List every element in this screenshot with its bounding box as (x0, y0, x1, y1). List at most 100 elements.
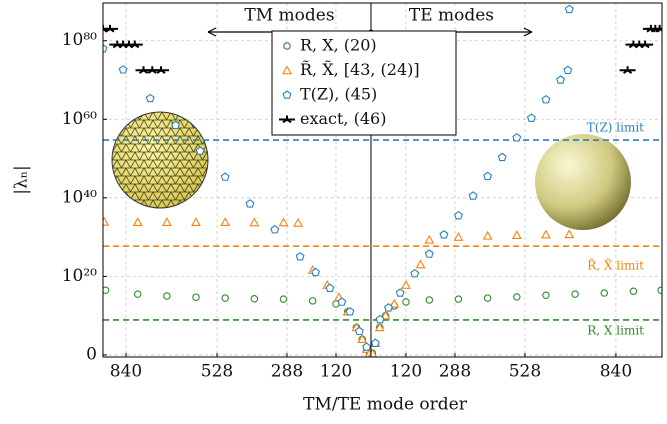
annotation-text: TM modes (244, 6, 334, 26)
point (563, 65, 573, 75)
point (357, 334, 368, 343)
point (454, 295, 463, 303)
legend-marker (282, 90, 292, 99)
point (337, 297, 347, 306)
x-tick-label: 120 (390, 362, 422, 382)
point (402, 298, 410, 306)
point (483, 171, 493, 181)
point (161, 217, 172, 227)
legend-box (271, 30, 457, 136)
point (103, 216, 110, 226)
point (651, 24, 662, 33)
point (541, 229, 551, 239)
point (118, 65, 128, 74)
point (424, 234, 435, 244)
overlay: T(Z) limit R̃, X̃ limit R, X limit TM modes… (103, 3, 644, 357)
marks (103, 4, 662, 357)
point (153, 66, 170, 74)
point (497, 152, 507, 162)
limit-label: T(Z) limit (587, 121, 644, 135)
point (278, 217, 289, 227)
point (542, 291, 550, 299)
legend-marker (283, 42, 291, 50)
y-tick-label: 0 (86, 344, 97, 364)
x-axis-label: TM/TE mode order (303, 395, 468, 415)
point (468, 191, 478, 200)
point (171, 120, 181, 130)
y-tick-label: 10²⁰ (62, 266, 97, 286)
x-tick-label: 288 (439, 362, 471, 382)
point (250, 295, 259, 303)
point (249, 217, 260, 227)
point (511, 230, 522, 239)
point (425, 296, 434, 304)
x-tick-label: 288 (271, 362, 303, 382)
point (454, 210, 463, 220)
point (191, 217, 201, 227)
point (395, 288, 405, 297)
point (647, 24, 662, 33)
x-tick-label: 840 (600, 362, 632, 382)
point (424, 249, 434, 258)
x-tick-label: 840 (110, 362, 142, 382)
point (311, 267, 321, 277)
point (637, 40, 654, 49)
point (163, 292, 171, 300)
y-tick-label: 10⁶⁰ (62, 109, 97, 129)
point (279, 295, 288, 303)
mesh-sphere (111, 111, 209, 209)
y-tick-label: 10⁴⁰ (62, 187, 97, 207)
legend-label: exact, (46) (300, 109, 386, 128)
point (629, 287, 638, 296)
legend-label: T(Z), (45) (300, 85, 377, 104)
point (133, 290, 142, 298)
point (103, 286, 110, 294)
point (103, 24, 118, 33)
point (564, 4, 574, 14)
point (220, 172, 230, 181)
legend-marker (279, 115, 295, 124)
point (192, 293, 200, 301)
x-tick-label: 528 (201, 362, 233, 382)
point (453, 231, 464, 241)
point (354, 326, 364, 336)
point (389, 298, 400, 308)
point (401, 279, 411, 289)
point (415, 259, 426, 269)
point (631, 40, 648, 49)
point (657, 286, 662, 294)
point (109, 40, 126, 49)
y-tick-label: 10⁸⁰ (62, 30, 97, 50)
point (513, 293, 521, 301)
point (245, 199, 255, 208)
legend: R, X, (20) R̃, X̃, [43, (24)] T(Z), (45) ex… (271, 30, 457, 136)
point (625, 40, 642, 49)
point (619, 66, 636, 74)
x-tick-label: 120 (320, 362, 352, 382)
point (526, 113, 536, 122)
point (642, 24, 659, 33)
y-axis-label: |λₙ| (12, 165, 32, 195)
point (270, 224, 280, 234)
point (115, 40, 132, 49)
point (308, 297, 317, 305)
point (483, 294, 492, 302)
legend-label: R, X, (20) (300, 36, 377, 55)
annotation-text: TE modes (409, 6, 494, 26)
point (135, 66, 152, 74)
smooth-sphere (535, 134, 631, 230)
point (374, 322, 385, 332)
point (600, 289, 609, 297)
point (325, 283, 335, 292)
point (120, 40, 137, 49)
point (345, 307, 355, 316)
arrow-head (523, 27, 533, 37)
point (220, 217, 231, 227)
point (144, 66, 161, 74)
point (375, 314, 385, 324)
point (103, 43, 108, 53)
point (564, 229, 575, 239)
point (293, 217, 304, 227)
legend-label: R̃, X̃, [43, (24)] (300, 60, 420, 79)
point (295, 252, 305, 261)
